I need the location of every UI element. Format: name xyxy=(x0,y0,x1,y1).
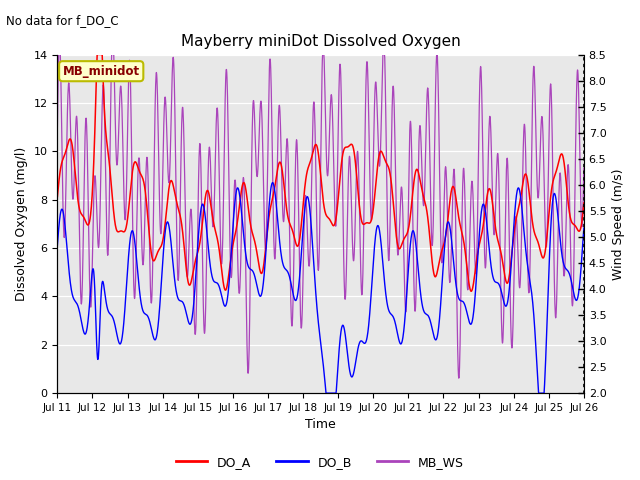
X-axis label: Time: Time xyxy=(305,419,336,432)
Legend: DO_A, DO_B, MB_WS: DO_A, DO_B, MB_WS xyxy=(171,451,469,474)
Title: Mayberry miniDot Dissolved Oxygen: Mayberry miniDot Dissolved Oxygen xyxy=(180,34,461,49)
Y-axis label: Dissolved Oxygen (mg/l): Dissolved Oxygen (mg/l) xyxy=(15,147,28,301)
Text: MB_minidot: MB_minidot xyxy=(63,65,140,78)
Y-axis label: Wind Speed (m/s): Wind Speed (m/s) xyxy=(612,168,625,279)
Text: No data for f_DO_C: No data for f_DO_C xyxy=(6,14,119,27)
